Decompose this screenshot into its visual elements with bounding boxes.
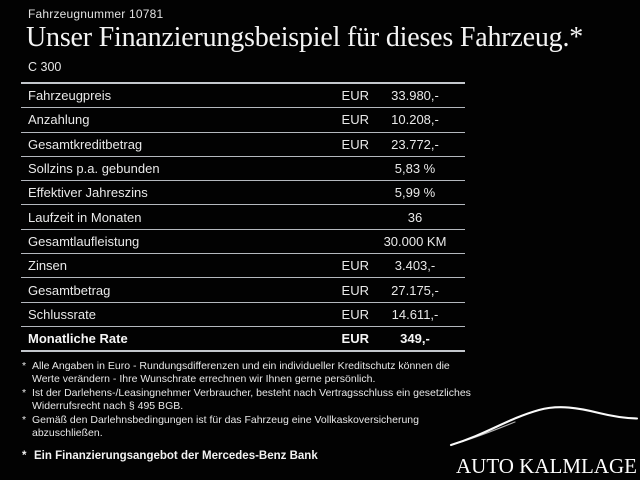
vehicle-model: C 300 bbox=[28, 60, 62, 74]
row-value: 5,99 % bbox=[394, 185, 436, 201]
row-label: Anzahlung bbox=[28, 112, 90, 128]
row-currency: EUR bbox=[341, 88, 369, 104]
table-row: Schlussrate EUR 14.611,- bbox=[21, 303, 465, 327]
row-currency: EUR bbox=[341, 112, 369, 128]
table-row: Gesamtbetrag EUR 27.175,- bbox=[21, 278, 465, 303]
row-value: 5,83 % bbox=[394, 161, 436, 177]
footnote-marker: * bbox=[22, 360, 27, 372]
financing-table: Fahrzeugpreis EUR 33.980,- Anzahlung EUR… bbox=[21, 82, 465, 353]
row-currency: EUR bbox=[341, 136, 369, 152]
row-label: Laufzeit in Monaten bbox=[28, 209, 142, 225]
dealer-logo: AUTO KALMLAGE bbox=[449, 406, 639, 480]
footnotes: * Alle Angaben in Euro - Rundungsdiffere… bbox=[22, 360, 474, 441]
vehicle-number: Fahrzeugnummer 10781 bbox=[28, 7, 164, 21]
footnote-marker: * bbox=[22, 414, 27, 426]
row-currency: EUR bbox=[341, 331, 369, 347]
row-value: 349,- bbox=[400, 331, 430, 347]
table-row: Laufzeit in Monaten 36 bbox=[21, 205, 465, 230]
table-row: Effektiver Jahreszins 5,99 % bbox=[21, 181, 465, 206]
table-row: Gesamtkreditbetrag EUR 23.772,- bbox=[21, 133, 465, 157]
car-silhouette-icon bbox=[449, 406, 639, 447]
table-row: Sollzins p.a. gebunden 5,83 % bbox=[21, 157, 465, 182]
row-label: Zinsen bbox=[28, 258, 68, 274]
row-value: 10.208,- bbox=[391, 112, 439, 128]
footnote: * Alle Angaben in Euro - Rundungsdiffere… bbox=[22, 360, 474, 386]
row-label: Effektiver Jahreszins bbox=[28, 185, 148, 201]
row-value: 33.980,- bbox=[391, 88, 439, 104]
row-label: Gesamtbetrag bbox=[28, 282, 111, 298]
row-label: Monatliche Rate bbox=[28, 331, 128, 347]
footnote: * Ist der Darlehens-/Leasingnehmer Verbr… bbox=[22, 387, 474, 413]
table-row: Anzahlung EUR 10.208,- bbox=[21, 108, 465, 133]
row-label: Gesamtlaufleistung bbox=[28, 233, 140, 249]
table-row: Zinsen EUR 3.403,- bbox=[21, 254, 465, 279]
row-label: Gesamtkreditbetrag bbox=[28, 136, 143, 152]
financing-offer-note: * Ein Finanzierungsangebot der Mercedes-… bbox=[22, 450, 318, 462]
row-value: 27.175,- bbox=[391, 282, 439, 298]
table-row: Fahrzeugpreis EUR 33.980,- bbox=[21, 84, 465, 109]
row-currency: EUR bbox=[341, 258, 369, 274]
dealer-logo-text: AUTO KALMLAGE bbox=[455, 454, 637, 478]
row-label: Sollzins p.a. gebunden bbox=[28, 161, 160, 177]
row-value: 3.403,- bbox=[394, 258, 436, 274]
row-value: 30.000 KM bbox=[383, 233, 447, 249]
offer-text: Ein Finanzierungsangebot der Mercedes-Be… bbox=[34, 450, 318, 462]
table-row: Gesamtlaufleistung 30.000 KM bbox=[21, 230, 465, 255]
footnote: * Gemäß den Darlehnsbedingungen ist für … bbox=[22, 414, 474, 440]
footnote-text: Ist der Darlehens-/Leasingnehmer Verbrau… bbox=[32, 387, 471, 412]
row-value: 14.611,- bbox=[391, 306, 439, 322]
table-row-monthly-rate: Monatliche Rate EUR 349,- bbox=[21, 327, 465, 353]
footnote-marker: * bbox=[22, 450, 27, 462]
row-value: 23.772,- bbox=[391, 136, 439, 152]
row-value: 36 bbox=[407, 209, 423, 225]
footnote-marker: * bbox=[22, 387, 27, 399]
row-label: Schlussrate bbox=[28, 306, 96, 322]
row-label: Fahrzeugpreis bbox=[28, 88, 112, 104]
row-currency: EUR bbox=[341, 306, 369, 322]
row-currency: EUR bbox=[341, 282, 369, 298]
footnote-text: Gemäß den Darlehnsbedingungen ist für da… bbox=[32, 414, 419, 439]
footnote-text: Alle Angaben in Euro - Rundungsdifferenz… bbox=[32, 360, 450, 385]
page-title: Unser Finanzierungsbeispiel für dieses F… bbox=[26, 22, 584, 53]
